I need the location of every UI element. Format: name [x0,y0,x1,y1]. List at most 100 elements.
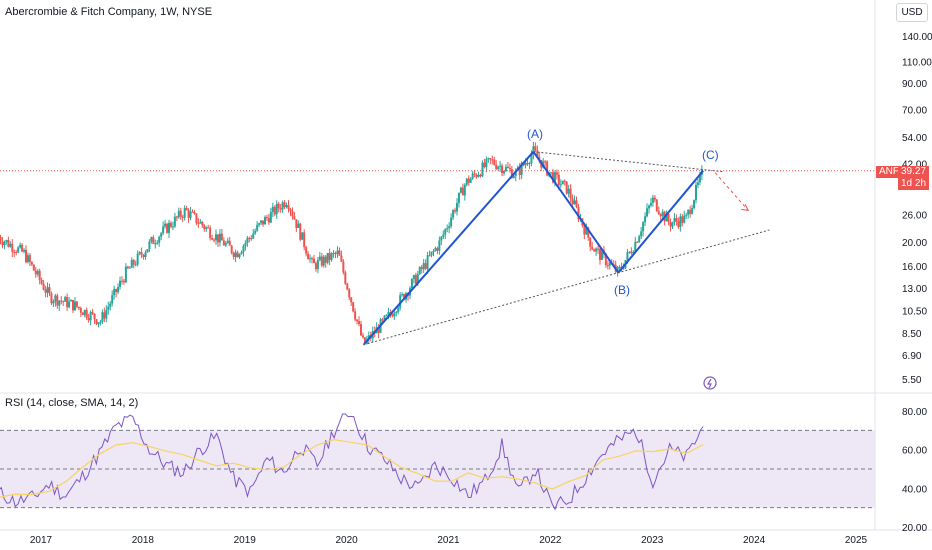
time-axis[interactable]: 2017 2018 2019 2020 2021 2022 2023 2024 2025 [30,535,868,546]
candle-body [275,203,278,215]
candle-body [693,200,696,209]
wave-label-a[interactable]: (A) [527,127,543,141]
candle-body [600,250,603,260]
time-tick-label: 2025 [845,535,868,546]
candle-body [446,228,449,230]
candle-body [553,172,556,183]
projection-arrow[interactable] [714,172,749,211]
candle-body [532,146,535,155]
candle-body [567,188,570,194]
candle-body [279,208,282,210]
candle-body [277,203,280,209]
candle-body [606,265,609,267]
candle-body [269,211,272,223]
projection-arrow-head [741,204,750,212]
candle-body [358,321,361,325]
candle-body [685,214,688,216]
candle-body [577,207,580,220]
drawings[interactable] [0,151,875,346]
candle-body [107,306,110,310]
candle-body [361,335,364,338]
candle-body [381,319,384,321]
candle-body [240,252,243,255]
last-price-tag: 39.27 [898,166,930,178]
wave-label-c[interactable]: (C) [702,148,719,162]
candle-body [24,249,27,263]
candle-body [73,301,76,311]
price-tick-label: 42.00 [902,160,927,171]
candle-body [291,211,294,217]
earnings-event-icon[interactable] [703,376,717,390]
candle-body [305,247,308,254]
candle-body [659,214,662,217]
price-tick-label: 90.00 [902,79,927,90]
candle-body [640,231,643,237]
candle-body [58,300,61,306]
chart-title[interactable]: Abercrombie & Fitch Company, 1W, NYSE [5,6,213,18]
wave-label-b[interactable]: (B) [614,283,630,297]
candle-body [647,205,650,209]
candle-body [209,227,212,239]
wave-leg[interactable] [532,151,620,274]
candle-body [307,253,310,260]
price-axis[interactable]: 140.00 110.00 90.00 70.00 54.00 42.00 26.00 20.… [902,32,932,386]
candle-body [215,234,218,241]
candle-body [207,227,210,229]
candle-body [171,226,174,228]
candle-body [646,208,649,217]
candle-body [565,181,568,194]
candle-body [9,243,12,247]
price-pane[interactable] [0,0,875,393]
candle-body [418,267,421,275]
candle-body [181,216,184,218]
candle-body [632,252,635,254]
price-tick-label: 6.90 [902,351,922,362]
candle-body [426,255,429,269]
candle-body [91,312,94,314]
candle-body [115,288,118,293]
wave-leg[interactable] [617,170,704,274]
candle-body [95,319,98,325]
candle-body [138,252,141,254]
candle-body [238,254,241,258]
candle-body [52,301,55,304]
rsi-tick-label: 60.00 [902,446,927,457]
candle-body [281,202,284,210]
candle-body [5,240,8,242]
candle-body [489,158,492,160]
candle-body [197,223,200,225]
candle-body [587,227,590,238]
candle-body [36,270,39,275]
candle-body [599,248,602,260]
candle-body [144,252,147,257]
candle-body [344,272,347,284]
candle-body [536,150,539,157]
candle-body [320,256,323,266]
candle-body [336,250,339,254]
wave-leg[interactable] [362,151,535,346]
bar-countdown: 1d 2h [898,178,930,190]
candle-body [679,216,682,227]
currency-button[interactable]: USD [896,3,928,22]
candle-body [136,253,139,265]
candle-body [546,161,549,176]
candle-body [311,258,314,260]
candle-body [162,226,165,234]
candle-body [103,312,106,319]
candle-body [518,167,521,176]
rsi-axis[interactable]: 80.00 60.00 40.00 20.00 [902,407,927,534]
candle-body [499,165,502,167]
candle-body [377,327,380,333]
candle-body [642,222,645,232]
candle-body [473,173,476,175]
candle-body [450,217,453,227]
candle-body [346,283,349,290]
rsi-title[interactable]: RSI (14, close, SMA, 14, 2) [5,397,139,409]
candle-body [696,182,699,185]
candle-body [30,261,33,265]
candle-body [649,202,652,206]
candle-body [455,203,458,212]
candle-body [60,300,63,302]
rsi-tick-label: 80.00 [902,407,927,418]
